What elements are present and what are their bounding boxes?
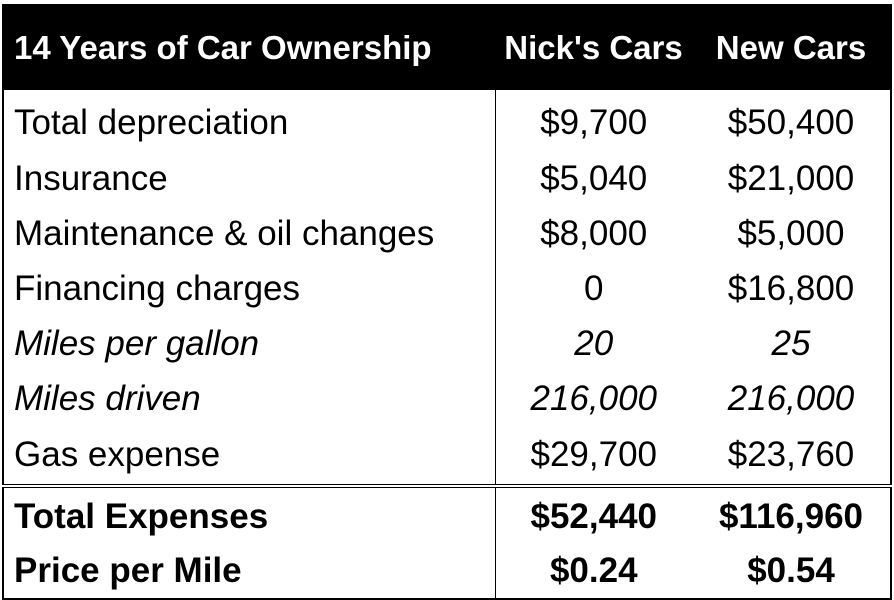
nicks-cars-value: $5,040 [540, 158, 648, 198]
nicks-cars-total: $52,440 [530, 497, 658, 536]
new-cars-value: $16,800 [727, 268, 855, 308]
row-label: Financing charges [3, 261, 496, 316]
row-label: Miles driven [3, 371, 496, 426]
nicks-cars-total: $0.24 [549, 551, 638, 590]
row-label: Insurance [3, 151, 496, 206]
nicks-cars-value: 216,000 [530, 378, 658, 418]
new-cars-value: $5,000 [737, 213, 845, 253]
table-row: Financing charges 0 $16,800 [3, 261, 891, 316]
table-row: Maintenance & oil changes $8,000 $5,000 [3, 206, 891, 261]
nicks-cars-value: $29,700 [495, 426, 692, 488]
table-totals: Total Expenses $52,440 $116,960 Price pe… [3, 486, 891, 599]
new-cars-total: $0.54 [747, 551, 835, 590]
nicks-cars-value: 20 [574, 323, 614, 363]
table-row: Miles per gallon 20 25 [3, 316, 891, 371]
new-cars-value: $50,400 [727, 102, 855, 142]
new-cars-value: 216,000 [727, 378, 855, 418]
new-cars-value: $21,000 [727, 158, 855, 198]
table-row: Insurance $5,040 $21,000 [3, 151, 891, 206]
total-row: Price per Mile $0.24 $0.54 [3, 544, 891, 599]
table-row: Gas expense $29,700 $23,760 [3, 426, 891, 488]
row-label: Miles per gallon [3, 316, 496, 371]
new-cars-value: 25 [771, 323, 811, 363]
nicks-cars-value: 0 [584, 268, 604, 308]
new-cars-value: $23,760 [692, 426, 891, 488]
row-label: Total depreciation [3, 90, 496, 151]
total-label: Total Expenses [3, 486, 496, 544]
column-header-nicks-cars: Nick's Cars [495, 5, 692, 90]
row-label: Gas expense [3, 426, 496, 488]
header-row: 14 Years of Car Ownership Nick's Cars Ne… [3, 5, 891, 90]
table-row: Miles driven 216,000 216,000 [3, 371, 891, 426]
car-ownership-cost-table: 14 Years of Car Ownership Nick's Cars Ne… [2, 4, 892, 600]
total-label: Price per Mile [3, 544, 496, 599]
nicks-cars-value: $9,700 [540, 102, 648, 142]
table-row: Total depreciation $9,700 $50,400 [3, 90, 891, 151]
table-title: 14 Years of Car Ownership [3, 5, 495, 90]
nicks-cars-value: $8,000 [540, 213, 648, 253]
column-header-new-cars: New Cars [692, 5, 891, 90]
new-cars-total: $116,960 [718, 497, 864, 536]
table-header: 14 Years of Car Ownership Nick's Cars Ne… [3, 5, 891, 90]
row-label: Maintenance & oil changes [3, 206, 496, 261]
table-body: Total depreciation $9,700 $50,400 Insura… [3, 90, 891, 488]
total-row: Total Expenses $52,440 $116,960 [3, 486, 891, 544]
